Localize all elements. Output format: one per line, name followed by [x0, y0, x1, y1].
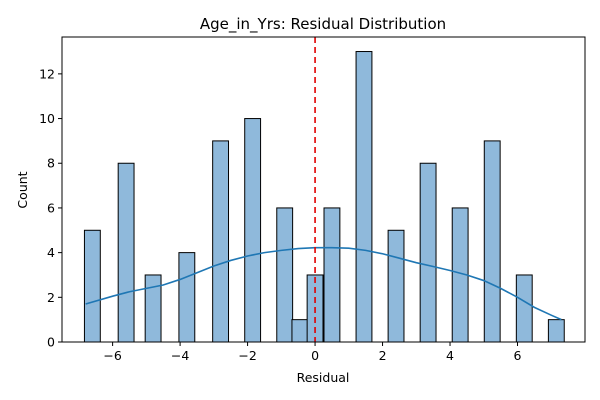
histogram-bar-6 — [276, 207, 294, 343]
histogram-bar-16 — [547, 319, 565, 343]
histogram-bar-9 — [323, 207, 341, 343]
histogram-bar-12 — [419, 162, 437, 343]
x-tick-label: −6 — [103, 348, 121, 363]
x-tick-label: −4 — [171, 348, 189, 363]
y-axis-label: Count — [15, 171, 30, 208]
x-axis-ticks: −6 −4 −2 0 2 4 6 — [103, 342, 522, 363]
histogram-bar-15 — [515, 274, 533, 343]
y-tick-label: 10 — [39, 111, 55, 126]
histogram-bar-3 — [178, 252, 196, 343]
histogram-bar-5 — [244, 118, 262, 343]
histogram-bar-2 — [144, 274, 162, 343]
x-tick-label: −2 — [238, 348, 256, 363]
kde-layer — [85, 246, 562, 321]
y-tick-label: 4 — [47, 245, 55, 260]
histogram-bar-11 — [387, 229, 405, 343]
histogram-bar-0 — [83, 229, 101, 343]
y-tick-label: 2 — [47, 290, 55, 305]
histogram-bar-14 — [483, 140, 501, 343]
y-axis-ticks: 0 2 4 6 8 10 12 — [39, 66, 62, 350]
x-axis-label: Residual — [297, 370, 350, 385]
histogram-bar-10 — [355, 51, 373, 343]
x-tick-label: 4 — [446, 348, 454, 363]
chart-title: Age_in_Yrs: Residual Distribution — [200, 15, 446, 34]
histogram-bar-4 — [212, 140, 230, 343]
y-tick-label: 12 — [39, 66, 55, 81]
histogram-bar-1 — [117, 162, 135, 343]
histogram-bars — [83, 51, 565, 343]
x-tick-label: 0 — [311, 348, 319, 363]
y-tick-label: 8 — [47, 156, 55, 171]
y-tick-label: 6 — [47, 200, 55, 215]
kde-curve — [85, 246, 562, 321]
x-tick-label: 2 — [379, 348, 387, 363]
y-tick-label: 0 — [47, 335, 55, 350]
x-tick-label: 6 — [514, 348, 522, 363]
histogram-bar-7 — [291, 319, 309, 343]
plot-frame — [61, 36, 586, 343]
